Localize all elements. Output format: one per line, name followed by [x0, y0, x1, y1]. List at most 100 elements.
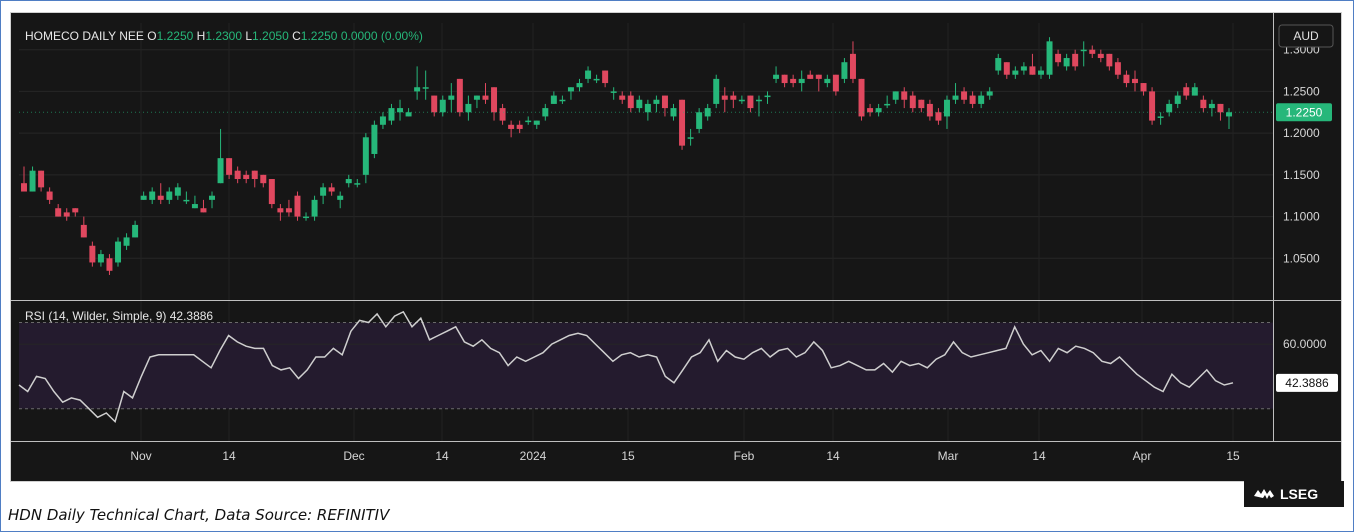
candle	[755, 99, 762, 102]
candle	[38, 170, 45, 188]
candle	[21, 183, 27, 192]
candle	[918, 99, 925, 109]
candle	[1226, 112, 1232, 117]
candle	[1020, 66, 1027, 71]
candle	[234, 170, 241, 180]
candle	[499, 108, 506, 121]
candle	[687, 137, 694, 139]
lseg-logo-icon	[1254, 489, 1274, 499]
candle	[884, 103, 891, 106]
candle	[132, 224, 139, 238]
candle	[491, 87, 498, 113]
candle	[55, 208, 62, 217]
candle	[174, 187, 181, 196]
candle	[610, 91, 617, 93]
close-label: C	[292, 29, 301, 43]
candle	[525, 120, 532, 123]
candle	[414, 87, 421, 92]
x-tick-label: Apr	[1133, 449, 1152, 463]
x-tick-label: 14	[826, 449, 840, 463]
open-label: O	[147, 29, 156, 43]
lseg-logo-text: LSEG	[1280, 486, 1318, 502]
candle	[465, 103, 472, 113]
price-tick-label: 1.1500	[1283, 168, 1320, 182]
x-tick-label: Nov	[130, 449, 151, 463]
candle	[388, 108, 395, 121]
candle	[901, 91, 908, 100]
candle	[431, 95, 438, 113]
candle	[892, 91, 899, 100]
candle	[1106, 53, 1113, 67]
candle	[832, 74, 839, 92]
candle	[875, 108, 882, 113]
candle	[328, 187, 335, 192]
x-tick-label: 14	[222, 449, 236, 463]
candle	[1149, 91, 1156, 121]
candle	[952, 95, 959, 100]
x-tick-label: 14	[435, 449, 449, 463]
rsi-value: 42.3886	[170, 309, 214, 323]
candle	[1114, 62, 1121, 75]
candle	[320, 187, 327, 196]
candle	[1072, 53, 1079, 67]
candle	[200, 208, 207, 213]
rsi-line	[18, 310, 1234, 424]
high-value: 1.2300	[205, 29, 245, 43]
candle	[115, 241, 121, 263]
candle	[585, 70, 592, 79]
candle	[1012, 70, 1019, 75]
rsi-legend: RSI (14, Wilder, Simple, 9) 42.3886	[25, 309, 213, 323]
candle	[191, 204, 198, 209]
candle	[773, 74, 780, 79]
price-legend: HOMECO DAILY NEE O1.2250 H1.2300 L1.2050…	[25, 29, 423, 43]
candle	[46, 191, 53, 200]
x-tick-label: Mar	[938, 449, 959, 463]
currency-label: AUD	[1293, 29, 1319, 43]
candle	[1157, 116, 1164, 118]
candle	[1174, 95, 1181, 104]
candle	[696, 112, 703, 129]
candle	[277, 208, 284, 213]
candle	[371, 124, 378, 154]
candle	[1029, 66, 1036, 75]
close-value: 1.2250	[301, 29, 341, 43]
candle	[183, 199, 190, 202]
candle	[29, 170, 36, 192]
candle	[593, 78, 600, 81]
price-chart[interactable]: 1.30001.25001.20001.15001.10001.050060.0…	[11, 13, 1341, 481]
candle	[1140, 83, 1147, 92]
candle	[1132, 78, 1138, 84]
x-tick-label: Dec	[343, 449, 364, 463]
candle	[516, 124, 523, 129]
candle	[285, 208, 292, 213]
candle	[405, 112, 412, 117]
candle	[602, 70, 609, 84]
candle	[1200, 99, 1207, 109]
candle	[978, 95, 985, 104]
candle	[63, 212, 70, 217]
candle	[1191, 87, 1198, 96]
candle	[439, 99, 446, 113]
candle	[559, 99, 566, 102]
candle	[798, 78, 805, 84]
candle	[294, 195, 301, 217]
rsi-title: RSI (14, Wilder, Simple, 9)	[25, 309, 170, 323]
candle	[1046, 41, 1053, 75]
candle	[303, 216, 310, 219]
rsi-last-tag	[1276, 373, 1338, 392]
candle	[379, 116, 386, 125]
candle	[209, 195, 216, 200]
candle	[995, 58, 1002, 71]
candle	[824, 78, 831, 84]
candle	[345, 179, 352, 184]
currency-box	[1278, 24, 1334, 48]
candle	[679, 99, 686, 146]
candle	[354, 183, 361, 185]
candle	[1037, 70, 1044, 75]
x-tick-label: 15	[1226, 449, 1240, 463]
candle	[986, 91, 993, 96]
candle	[764, 95, 771, 98]
symbol-label: HOMECO DAILY NEE	[25, 29, 147, 43]
candle	[636, 99, 643, 109]
candle	[858, 78, 865, 117]
